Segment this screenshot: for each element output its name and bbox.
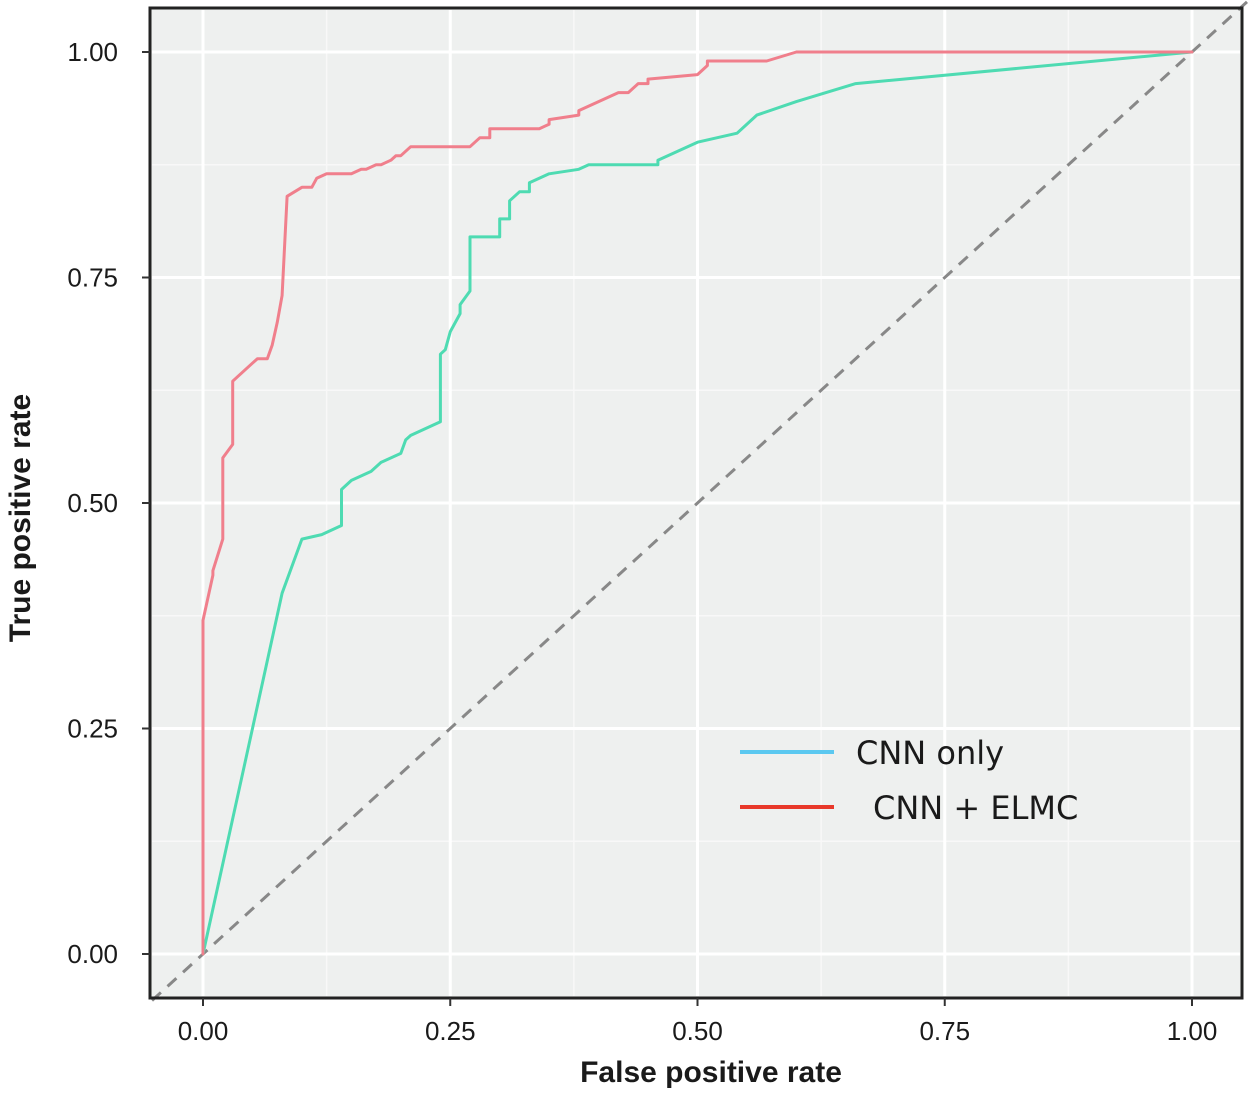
x-axis-label: False positive rate (580, 1056, 842, 1089)
legend: CNN only CNN + ELMC (740, 734, 1078, 827)
y-axis-ticks: 0.00 0.25 0.50 0.75 1.00 (67, 37, 150, 969)
x-axis-ticks: 0.00 0.25 0.50 0.75 1.00 (178, 998, 1218, 1046)
x-tick-label: 0.25 (425, 1016, 476, 1046)
diagonal-dashed-line (150, 0, 1250, 1002)
series-lines (201, 50, 1194, 956)
y-axis-label: True positive rate (4, 394, 37, 642)
x-tick-label: 0.50 (672, 1016, 723, 1046)
x-tick-label: 0.75 (919, 1016, 970, 1046)
y-tick-label: 0.25 (67, 714, 118, 744)
series-line-cnn-elmc (201, 50, 1194, 956)
y-tick-label: 0.75 (67, 263, 118, 293)
legend-label: CNN + ELMC (873, 789, 1078, 827)
y-tick-label: 0.00 (67, 939, 118, 969)
legend-label: CNN only (856, 734, 1004, 772)
y-tick-label: 0.50 (67, 488, 118, 518)
diagonal-reference (150, 0, 1250, 1002)
x-tick-label: 0.00 (178, 1016, 229, 1046)
y-tick-label: 1.00 (67, 37, 118, 67)
series-line-cnn-only (201, 50, 1194, 956)
x-tick-label: 1.00 (1167, 1016, 1218, 1046)
